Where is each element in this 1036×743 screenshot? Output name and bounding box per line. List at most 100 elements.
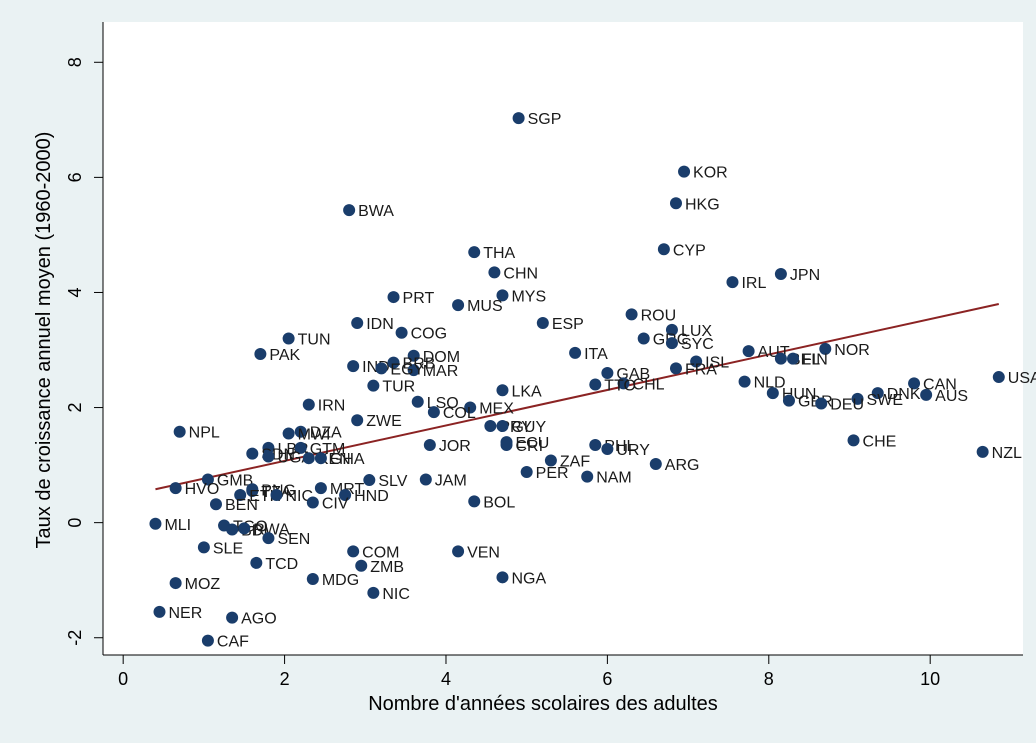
point-label: NIC	[286, 488, 314, 505]
point-label: URY	[616, 442, 650, 459]
point-label: NZL	[992, 445, 1022, 462]
data-point	[782, 394, 795, 407]
data-point	[209, 498, 222, 511]
x-tick-label: 0	[118, 669, 128, 689]
point-label: NLD	[754, 375, 786, 392]
data-point	[238, 522, 251, 535]
x-axis-title: Nombre d'années scolaires des adultes	[368, 693, 718, 715]
data-point	[153, 605, 166, 618]
data-point	[496, 289, 509, 302]
data-point	[601, 367, 614, 380]
point-label: ARG	[665, 457, 700, 474]
point-label: CHL	[633, 376, 665, 393]
data-point	[601, 442, 614, 455]
point-label: CIV	[322, 496, 349, 513]
point-label: FRA	[685, 361, 717, 378]
point-label: SLE	[213, 540, 243, 557]
data-point	[738, 375, 751, 388]
data-point	[339, 489, 352, 502]
point-label: CHE	[863, 433, 897, 450]
y-tick-label: -2	[65, 630, 85, 646]
point-label: CHN	[503, 265, 538, 282]
data-point	[226, 523, 239, 536]
data-point	[302, 398, 315, 411]
data-point	[589, 378, 602, 391]
y-tick-label: 6	[65, 172, 85, 182]
point-label: HVO	[185, 481, 220, 498]
data-point	[246, 484, 259, 497]
data-point	[908, 377, 921, 390]
point-label: NGA	[511, 570, 546, 587]
point-label: BWA	[358, 203, 394, 220]
point-label: NPL	[189, 425, 220, 442]
point-label: ROU	[641, 307, 677, 324]
data-point	[306, 496, 319, 509]
fit-line	[155, 302, 1000, 491]
data-point	[569, 346, 582, 359]
data-point	[520, 466, 533, 479]
x-tick-label: 8	[764, 669, 774, 689]
point-label: MWI	[298, 426, 331, 443]
point-label: JAM	[435, 472, 467, 489]
data-point	[254, 348, 267, 361]
data-point	[262, 450, 275, 463]
point-label: SLV	[378, 473, 407, 490]
data-point	[464, 401, 477, 414]
data-point	[920, 388, 933, 401]
data-point	[282, 427, 295, 440]
point-label: CAF	[217, 634, 249, 651]
point-label: SGP	[528, 111, 562, 128]
point-label: SEN	[277, 531, 310, 548]
point-label: UGA	[277, 449, 312, 466]
data-point	[395, 326, 408, 339]
data-point	[411, 395, 424, 408]
data-point	[306, 573, 319, 586]
point-label: MYS	[511, 288, 546, 305]
point-label: LKA	[511, 383, 542, 400]
data-point	[500, 438, 513, 451]
point-label: ECU	[516, 435, 550, 452]
point-label: KOR	[693, 165, 728, 182]
y-axis-title: Taux de croissance annuel moyen (1960-20…	[33, 132, 55, 549]
data-point	[314, 452, 327, 465]
data-point	[815, 397, 828, 410]
data-point	[851, 392, 864, 405]
data-point	[669, 362, 682, 375]
data-point	[347, 360, 360, 373]
point-label: COL	[443, 405, 476, 422]
y-tick-label: 0	[65, 518, 85, 528]
plot-area	[103, 22, 1023, 655]
point-label: IRN	[318, 398, 346, 415]
point-label: LUX	[681, 323, 712, 340]
x-tick-label: 6	[602, 669, 612, 689]
data-point	[355, 559, 368, 572]
point-label: CYP	[673, 242, 706, 259]
data-point	[665, 337, 678, 350]
fit-line-group	[155, 302, 1000, 491]
point-label: ITA	[584, 346, 608, 363]
data-point	[766, 387, 779, 400]
point-label: DZA	[310, 425, 342, 442]
data-point	[468, 495, 481, 508]
data-point	[367, 586, 380, 599]
data-point	[678, 165, 691, 178]
data-point	[496, 384, 509, 397]
data-point	[375, 362, 388, 375]
point-label: NER	[168, 605, 202, 622]
data-point	[484, 419, 497, 432]
data-point	[173, 425, 186, 438]
point-label: COM	[362, 544, 399, 561]
point-label: JOR	[439, 438, 471, 455]
data-point	[302, 452, 315, 465]
data-point	[726, 276, 739, 289]
point-label: NIC	[382, 586, 410, 603]
data-point	[294, 425, 307, 438]
data-point	[387, 291, 400, 304]
y-tick-label: 4	[65, 287, 85, 297]
point-label: ZWE	[366, 413, 402, 430]
point-label: COG	[411, 326, 447, 343]
data-point	[871, 387, 884, 400]
data-point	[363, 474, 376, 487]
data-point	[637, 332, 650, 345]
data-point	[742, 345, 755, 358]
